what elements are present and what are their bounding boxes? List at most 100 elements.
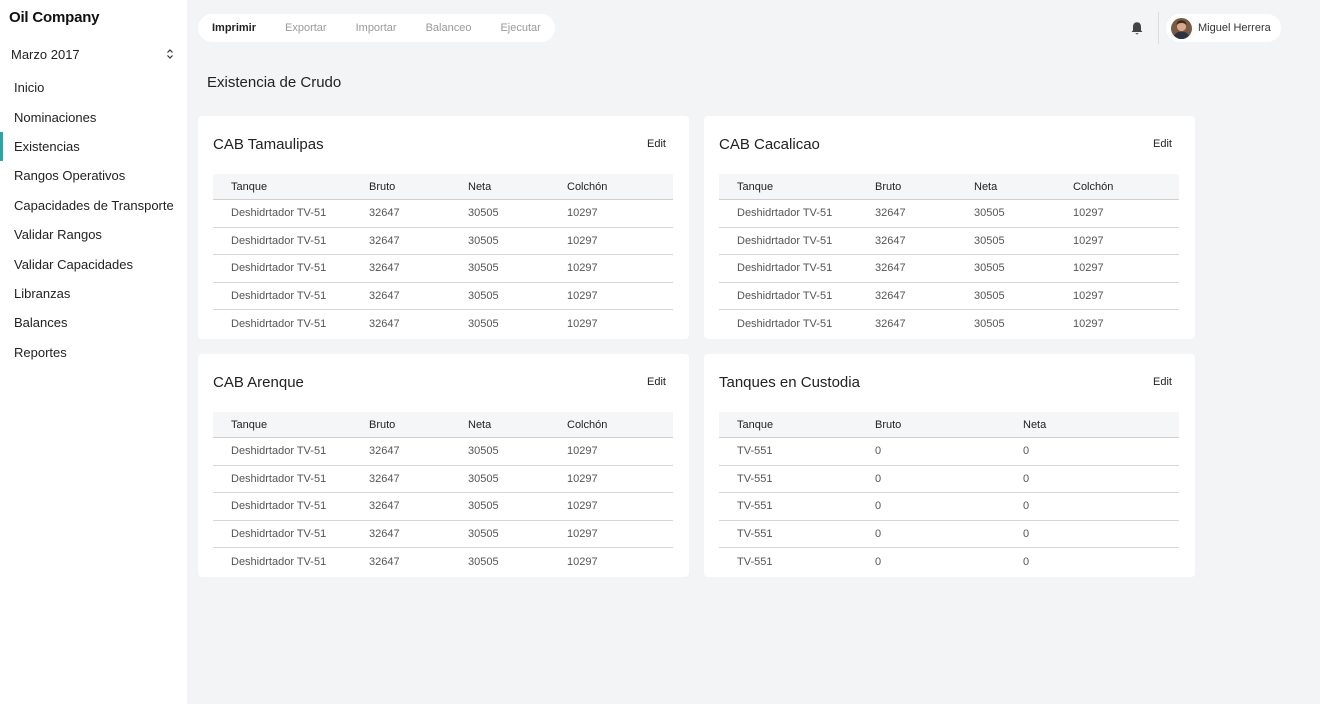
- table-row: Deshidrtador TV-51 32647 30505 10297: [719, 283, 1179, 310]
- sidebar-item-label: Capacidades de Transporte: [14, 197, 174, 213]
- table-cell: 32647: [875, 317, 906, 330]
- table-cell: 10297: [1073, 262, 1104, 275]
- table-row: Deshidrtador TV-51 32647 30505 10297: [213, 283, 673, 310]
- column-header: Neta: [468, 418, 492, 431]
- table-cell: 32647: [875, 262, 906, 275]
- table-row: Deshidrtador TV-51 32647 30505 10297: [213, 228, 673, 255]
- sidebar-item-label: Rangos Operativos: [14, 168, 126, 184]
- table-cell: 10297: [567, 289, 598, 302]
- card-tanques-custodia: Tanques en Custodia Edit Tanque Bruto Ne…: [704, 354, 1195, 577]
- table-header: Tanque Bruto Neta Colchón: [213, 412, 673, 438]
- table-cell: 0: [1023, 472, 1030, 485]
- table-cell: 32647: [875, 289, 906, 302]
- sidebar-item-label: Libranzas: [14, 285, 71, 301]
- sidebar-item-label: Reportes: [14, 344, 67, 360]
- sidebar-item-libranzas[interactable]: Libranzas: [0, 279, 187, 308]
- table-cell: 32647: [369, 234, 400, 247]
- balance-button[interactable]: Balanceo: [425, 22, 472, 34]
- sidebar-nav: Inicio Nominaciones Existencias Rangos O…: [0, 73, 187, 367]
- sidebar-item-existencias[interactable]: Existencias: [0, 131, 187, 162]
- data-table: Tanque Bruto Neta TV-551 0 0 TV-551 0 0 …: [719, 412, 1179, 576]
- sidebar-item-label: Existencias: [14, 138, 80, 154]
- column-header: Bruto: [369, 180, 396, 193]
- table-cell: 30505: [468, 555, 499, 568]
- table-cell: 30505: [974, 262, 1005, 275]
- table-row: Deshidrtador TV-51 32647 30505 10297: [213, 493, 673, 521]
- table-cell: 30505: [974, 207, 1005, 220]
- table-cell: Deshidrtador TV-51: [231, 207, 327, 220]
- table-cell: 32647: [875, 207, 906, 220]
- table-row: TV-551 0 0: [719, 493, 1179, 521]
- table-cell: 0: [1023, 527, 1030, 540]
- table-cell: 32647: [369, 472, 400, 485]
- table-row: Deshidrtador TV-51 32647 30505 10297: [213, 255, 673, 283]
- table-cell: 32647: [875, 234, 906, 247]
- sidebar-item-validar-capacidades[interactable]: Validar Capacidades: [0, 249, 187, 278]
- table-cell: 0: [1023, 500, 1030, 513]
- table-row: Deshidrtador TV-51 32647 30505 10297: [213, 521, 673, 548]
- column-header: Colchón: [567, 418, 608, 431]
- table-cell: Deshidrtador TV-51: [737, 317, 833, 330]
- edit-button[interactable]: Edit: [1153, 376, 1172, 388]
- column-header: Colchón: [1073, 180, 1114, 193]
- table-cell: 32647: [369, 207, 400, 220]
- table-cell: Deshidrtador TV-51: [737, 207, 833, 220]
- edit-button[interactable]: Edit: [647, 138, 666, 150]
- period-select[interactable]: Marzo 2017: [4, 42, 180, 66]
- card-title: Tanques en Custodia: [719, 374, 860, 391]
- table-header: Tanque Bruto Neta Colchón: [719, 174, 1179, 200]
- table-cell: 30505: [468, 445, 499, 458]
- sidebar: Oil Company Marzo 2017 Inicio Nominacion…: [0, 0, 187, 704]
- import-button[interactable]: Importar: [355, 22, 397, 34]
- action-toolbar: Imprimir Exportar Importar Balanceo Ejec…: [198, 14, 555, 42]
- edit-button[interactable]: Edit: [647, 376, 666, 388]
- print-button[interactable]: Imprimir: [212, 22, 257, 34]
- table-cell: 32647: [369, 445, 400, 458]
- sidebar-item-reportes[interactable]: Reportes: [0, 338, 187, 367]
- execute-button[interactable]: Ejecutar: [500, 22, 541, 34]
- sidebar-item-nominaciones[interactable]: Nominaciones: [0, 102, 187, 131]
- export-button[interactable]: Exportar: [285, 22, 327, 34]
- sidebar-item-label: Inicio: [14, 80, 45, 96]
- card-cab-arenque: CAB Arenque Edit Tanque Bruto Neta Colch…: [198, 354, 689, 577]
- updown-chevron-icon: [167, 49, 173, 59]
- sidebar-item-label: Validar Rangos: [14, 227, 102, 243]
- bell-icon[interactable]: [1124, 14, 1150, 42]
- table-cell: 10297: [1073, 207, 1104, 220]
- sidebar-item-rangos-operativos[interactable]: Rangos Operativos: [0, 161, 187, 190]
- user-name: Miguel Herrera: [1198, 22, 1271, 34]
- table-cell: Deshidrtador TV-51: [231, 289, 327, 302]
- table-cell: 30505: [468, 207, 499, 220]
- sidebar-item-balances[interactable]: Balances: [0, 308, 187, 337]
- edit-button[interactable]: Edit: [1153, 138, 1172, 150]
- table-row: Deshidrtador TV-51 32647 30505 10297: [213, 438, 673, 466]
- table-cell: 10297: [567, 500, 598, 513]
- table-cell: 10297: [567, 234, 598, 247]
- brand-title: Oil Company: [9, 9, 100, 26]
- column-header: Tanque: [231, 418, 268, 431]
- table-cell: 32647: [369, 262, 400, 275]
- table-row: Deshidrtador TV-51 32647 30505 10297: [213, 310, 673, 338]
- table-row: TV-551 0 0: [719, 521, 1179, 548]
- table-cell: 0: [875, 500, 882, 513]
- table-cell: 32647: [369, 289, 400, 302]
- data-table: Tanque Bruto Neta Colchón Deshidrtador T…: [213, 412, 673, 576]
- table-cell: 10297: [567, 262, 598, 275]
- table-cell: 10297: [567, 317, 598, 330]
- table-cell: 10297: [567, 472, 598, 485]
- table-cell: TV-551: [737, 527, 773, 540]
- sidebar-item-label: Validar Capacidades: [14, 256, 133, 272]
- table-row: Deshidrtador TV-51 32647 30505 10297: [213, 466, 673, 493]
- sidebar-item-capacidades-transporte[interactable]: Capacidades de Transporte: [0, 191, 187, 220]
- sidebar-item-inicio[interactable]: Inicio: [0, 73, 187, 102]
- table-row: Deshidrtador TV-51 32647 30505 10297: [719, 200, 1179, 228]
- table-header: Tanque Bruto Neta: [719, 412, 1179, 438]
- table-cell: Deshidrtador TV-51: [737, 234, 833, 247]
- column-header: Bruto: [875, 180, 902, 193]
- avatar: [1171, 17, 1192, 39]
- sidebar-item-validar-rangos[interactable]: Validar Rangos: [0, 220, 187, 249]
- period-select-value: Marzo 2017: [11, 46, 80, 62]
- user-menu[interactable]: Miguel Herrera: [1166, 14, 1281, 42]
- table-cell: Deshidrtador TV-51: [231, 527, 327, 540]
- table-cell: Deshidrtador TV-51: [737, 289, 833, 302]
